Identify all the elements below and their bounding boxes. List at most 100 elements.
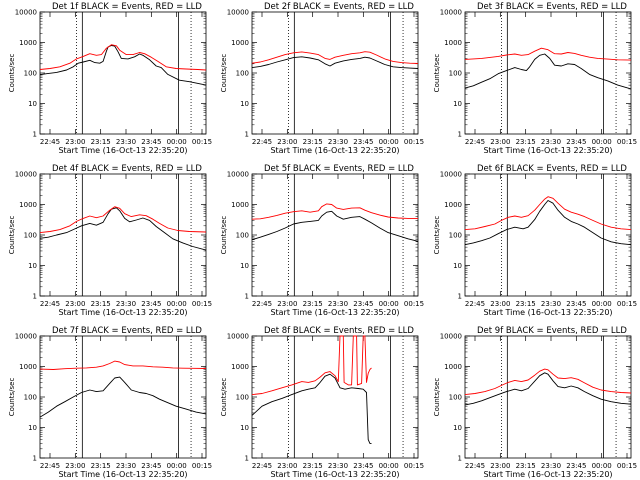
series-black-line (251, 373, 372, 444)
plot-frame (39, 335, 207, 459)
x-tick-label: 23:00 (277, 300, 297, 308)
y-tick-label: 1000 (19, 201, 37, 209)
x-tick-label: 00:15 (192, 138, 212, 146)
x-tick-label: 23:15 (303, 462, 323, 470)
y-tick-label: 100 (24, 70, 37, 78)
x-tick-label: 00:15 (404, 300, 424, 308)
x-axis-label: Start Time (16-Oct-13 22:35:20) (58, 470, 187, 479)
x-tick-label: 23:15 (516, 300, 536, 308)
y-axis-label: Counts/sec (433, 54, 441, 93)
y-tick-label: 1000 (231, 39, 249, 47)
x-axis-label: Start Time (16-Oct-13 22:35:20) (483, 470, 612, 479)
x-tick-label: 00:00 (379, 300, 399, 308)
x-tick-label: 23:15 (91, 138, 111, 146)
y-tick-label: 10 (240, 100, 249, 108)
y-tick-label: 1000 (231, 201, 249, 209)
panel-title: Det 6f BLACK = Events, RED = LLD (477, 164, 627, 174)
y-tick-label: 10000 (227, 333, 249, 341)
x-tick-label: 23:45 (353, 462, 373, 470)
x-tick-label: 22:45 (40, 462, 60, 470)
x-tick-label: 22:45 (40, 138, 60, 146)
y-tick-label: 100 (449, 70, 462, 78)
panel-title: Det 3f BLACK = Events, RED = LLD (477, 2, 627, 12)
panel-2: Det 2f BLACK = Events, RED = LLD 1 10 100 10… (220, 2, 424, 155)
series-red-line (251, 51, 419, 64)
y-tick-label: 10000 (227, 171, 249, 179)
x-tick-label: 23:15 (516, 138, 536, 146)
y-axis-label: Counts/sec (220, 54, 228, 93)
x-tick-label: 00:00 (167, 138, 187, 146)
plot-frame (464, 335, 632, 459)
panel-3: Det 3f BLACK = Events, RED = LLD 1 10 100 10… (433, 2, 637, 155)
x-tick-label: 00:15 (404, 462, 424, 470)
y-tick-label: 1 (245, 455, 249, 463)
x-tick-label: 23:45 (141, 300, 161, 308)
x-tick-label: 00:15 (617, 462, 637, 470)
x-tick-label: 00:00 (592, 300, 612, 308)
x-tick-label: 00:00 (167, 300, 187, 308)
x-tick-label: 23:30 (541, 300, 561, 308)
y-axis-label: Counts/sec (433, 216, 441, 255)
x-axis-label: Start Time (16-Oct-13 22:35:20) (270, 146, 399, 155)
x-tick-label: 00:15 (192, 462, 212, 470)
series-red-line (39, 206, 207, 234)
panel-6: Det 6f BLACK = Events, RED = LLD 1 10 100 10… (433, 164, 637, 317)
y-tick-label: 10000 (440, 9, 462, 17)
x-tick-label: 22:45 (465, 462, 485, 470)
x-tick-label: 00:00 (167, 462, 187, 470)
series-red-line (251, 203, 419, 220)
y-tick-label: 1000 (444, 201, 462, 209)
x-tick-label: 23:00 (65, 462, 85, 470)
y-tick-label: 1 (245, 131, 249, 139)
x-tick-label: 23:30 (541, 138, 561, 146)
plot-frame (251, 335, 419, 459)
x-tick-label: 22:45 (252, 300, 272, 308)
y-tick-label: 10 (28, 262, 37, 270)
x-tick-label: 23:00 (490, 300, 510, 308)
x-tick-label: 23:30 (328, 462, 348, 470)
x-tick-label: 23:30 (328, 300, 348, 308)
series-red-line (464, 47, 632, 61)
x-axis-label: Start Time (16-Oct-13 22:35:20) (58, 146, 187, 155)
x-tick-label: 23:45 (353, 138, 373, 146)
y-axis-label: Counts/sec (220, 216, 228, 255)
x-tick-label: 22:45 (465, 138, 485, 146)
panel-title: Det 2f BLACK = Events, RED = LLD (264, 2, 414, 12)
x-tick-label: 23:45 (353, 300, 373, 308)
plot-frame (464, 11, 632, 135)
panel-title: Det 7f BLACK = Events, RED = LLD (52, 326, 202, 336)
x-tick-label: 22:45 (252, 462, 272, 470)
panel-5: Det 5f BLACK = Events, RED = LLD 1 10 100 10… (220, 164, 424, 317)
panel-9: Det 9f BLACK = Events, RED = LLD 1 10 100 10… (433, 326, 637, 479)
y-tick-label: 100 (236, 394, 249, 402)
x-axis-label: Start Time (16-Oct-13 22:35:20) (58, 308, 187, 317)
y-tick-label: 1000 (444, 363, 462, 371)
y-tick-label: 100 (449, 394, 462, 402)
y-tick-label: 1 (458, 455, 462, 463)
x-tick-label: 00:00 (592, 138, 612, 146)
y-tick-label: 1000 (19, 39, 37, 47)
panel-title: Det 8f BLACK = Events, RED = LLD (264, 326, 414, 336)
x-tick-label: 22:45 (252, 138, 272, 146)
y-tick-label: 100 (449, 232, 462, 240)
x-tick-label: 23:00 (490, 462, 510, 470)
y-tick-label: 100 (236, 232, 249, 240)
y-tick-label: 100 (236, 70, 249, 78)
y-axis-label: Counts/sec (8, 378, 16, 417)
series-black-line (39, 376, 207, 418)
y-tick-label: 10000 (227, 9, 249, 17)
x-tick-label: 00:15 (404, 138, 424, 146)
series-black-line (251, 56, 419, 69)
x-tick-label: 23:15 (516, 462, 536, 470)
x-tick-label: 00:00 (379, 462, 399, 470)
x-tick-label: 23:30 (116, 300, 136, 308)
y-tick-label: 10000 (440, 333, 462, 341)
x-axis-label: Start Time (16-Oct-13 22:35:20) (483, 308, 612, 317)
x-tick-label: 23:30 (116, 138, 136, 146)
x-tick-label: 23:45 (566, 462, 586, 470)
series-red-line (39, 44, 207, 71)
x-tick-label: 00:15 (192, 300, 212, 308)
plot-frame (39, 11, 207, 135)
x-tick-label: 00:15 (617, 138, 637, 146)
